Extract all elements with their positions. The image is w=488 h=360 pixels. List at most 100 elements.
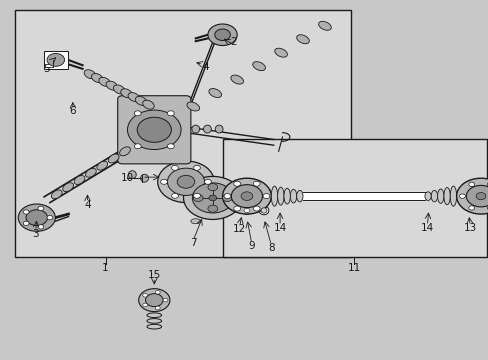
Circle shape [145,294,163,307]
Circle shape [47,53,64,66]
Circle shape [171,193,178,198]
Circle shape [155,291,160,294]
Text: 3: 3 [32,229,39,239]
Circle shape [222,194,232,202]
Ellipse shape [437,189,443,203]
Ellipse shape [274,48,287,57]
Text: 2: 2 [230,37,237,47]
Circle shape [38,225,44,229]
Text: 6: 6 [69,106,76,116]
Circle shape [38,206,44,211]
Ellipse shape [290,189,296,203]
Circle shape [253,181,260,186]
Ellipse shape [84,70,96,79]
Text: 13: 13 [463,224,476,233]
Circle shape [167,144,174,149]
Ellipse shape [106,81,118,90]
Circle shape [192,183,233,213]
Ellipse shape [91,73,103,82]
Text: 4: 4 [202,62,208,72]
Circle shape [233,206,240,211]
Ellipse shape [113,85,125,94]
Text: 11: 11 [347,263,360,273]
Ellipse shape [190,219,200,224]
Text: 7: 7 [190,238,196,248]
Circle shape [487,206,488,210]
Circle shape [167,168,204,195]
Ellipse shape [284,188,290,204]
Ellipse shape [443,188,449,205]
Ellipse shape [215,125,223,133]
Circle shape [137,117,171,142]
Circle shape [207,184,217,191]
Circle shape [134,111,141,116]
Bar [43,51,68,69]
Circle shape [158,161,214,203]
Circle shape [155,306,160,310]
Ellipse shape [128,93,139,102]
Text: 4: 4 [84,200,91,210]
Circle shape [139,289,169,312]
Circle shape [163,298,167,302]
Circle shape [23,210,29,214]
Circle shape [222,178,271,214]
Ellipse shape [99,77,110,86]
Ellipse shape [97,161,107,170]
Circle shape [253,206,260,211]
Text: 10: 10 [121,173,134,183]
Circle shape [204,179,211,184]
Text: 12: 12 [232,224,246,234]
Ellipse shape [85,168,96,177]
Text: 1: 1 [102,263,109,273]
Ellipse shape [203,125,211,133]
Ellipse shape [120,147,130,156]
Ellipse shape [208,89,221,98]
Ellipse shape [62,183,73,192]
Text: 5: 5 [42,64,49,74]
Circle shape [208,195,216,201]
Circle shape [193,194,203,202]
Circle shape [231,185,262,208]
Ellipse shape [121,89,132,98]
Ellipse shape [277,187,284,205]
Text: 9: 9 [248,241,255,251]
Circle shape [193,165,200,170]
Circle shape [193,193,200,198]
Ellipse shape [259,206,268,215]
Ellipse shape [141,174,148,182]
Circle shape [127,110,181,149]
Circle shape [23,221,29,225]
Ellipse shape [51,190,62,199]
Ellipse shape [142,100,154,109]
Circle shape [263,194,269,199]
Ellipse shape [296,190,303,202]
Circle shape [487,182,488,186]
Circle shape [134,144,141,149]
Circle shape [142,293,147,297]
Circle shape [26,210,47,226]
Ellipse shape [108,154,119,163]
Circle shape [466,185,488,207]
Ellipse shape [430,190,437,202]
Text: 15: 15 [147,270,161,280]
FancyBboxPatch shape [118,96,190,164]
Circle shape [241,192,252,201]
Circle shape [142,303,147,307]
Circle shape [47,216,53,220]
Ellipse shape [318,21,330,30]
Circle shape [160,179,167,184]
Circle shape [207,205,217,212]
Circle shape [177,175,194,188]
Circle shape [456,178,488,214]
Ellipse shape [271,186,277,206]
Circle shape [167,111,174,116]
Ellipse shape [135,96,146,105]
Ellipse shape [261,208,266,213]
Circle shape [468,206,474,210]
Ellipse shape [128,171,136,179]
Circle shape [224,194,230,199]
Ellipse shape [186,102,199,111]
Circle shape [475,193,485,200]
Circle shape [171,165,178,170]
Ellipse shape [252,62,265,71]
